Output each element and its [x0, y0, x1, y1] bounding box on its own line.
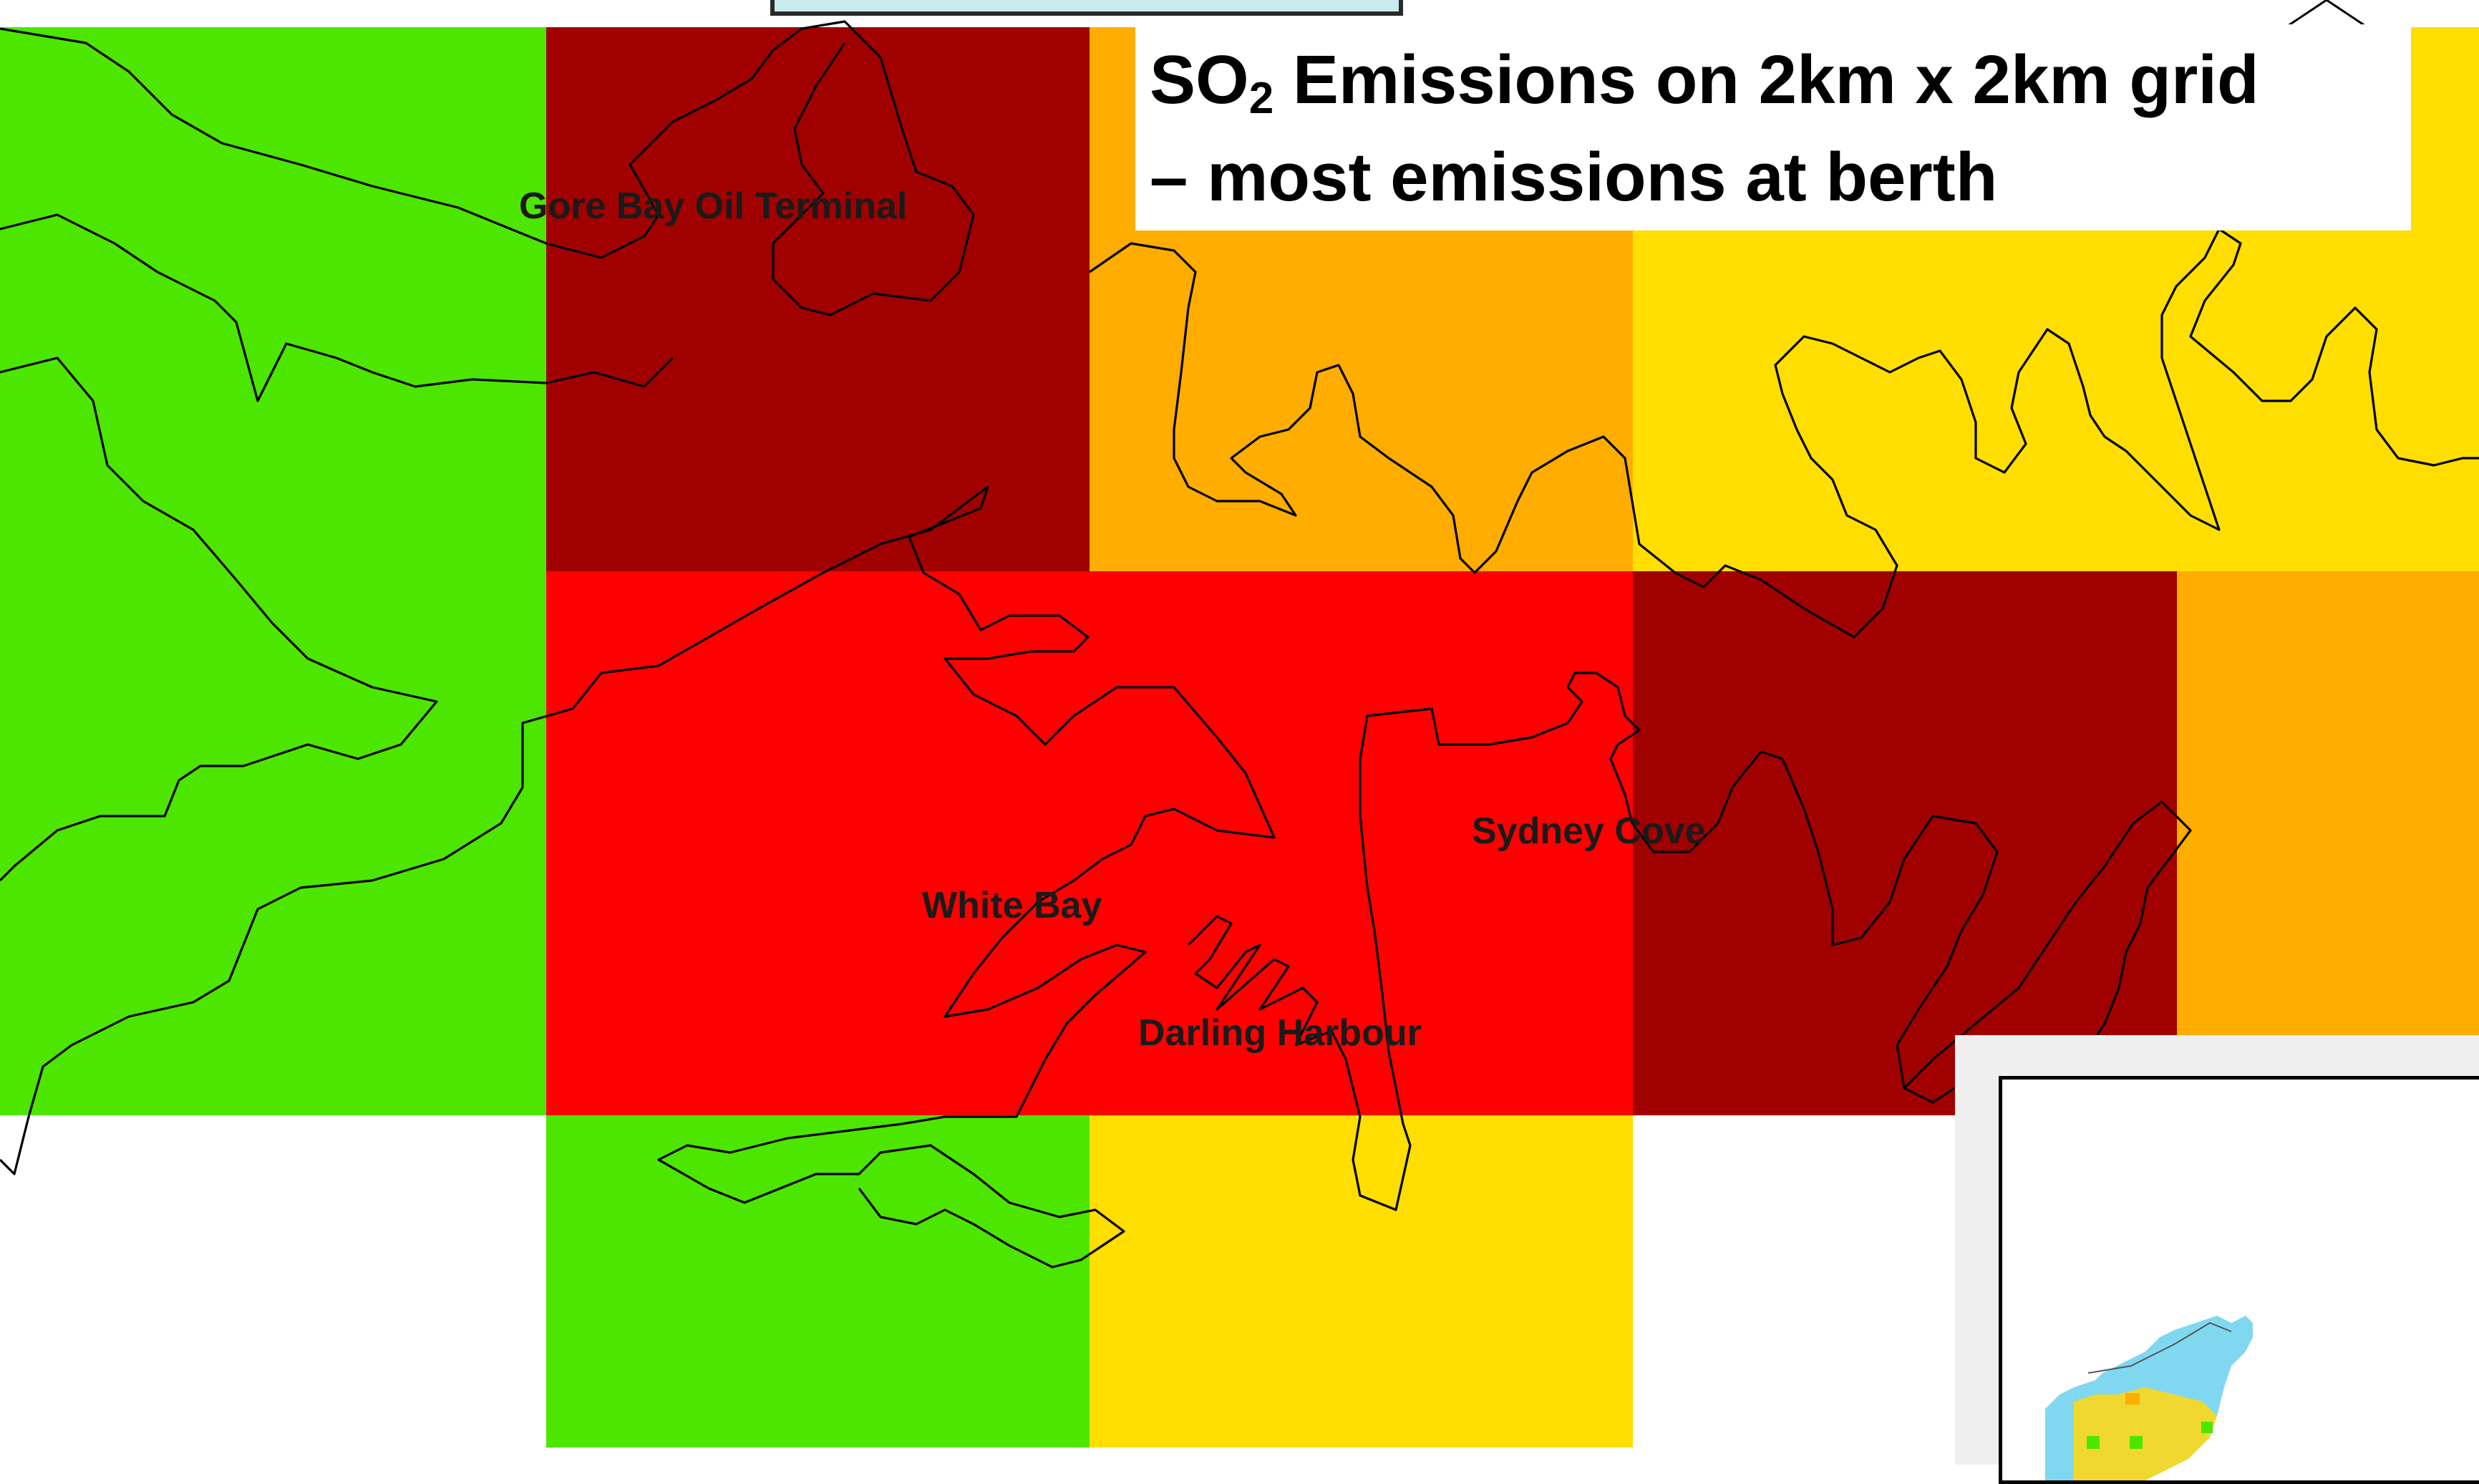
inset-map — [2045, 1316, 2253, 1480]
grid-cell-r2-c0 — [0, 1115, 546, 1447]
title-line-2: – most emissions at berth — [1150, 139, 1998, 215]
inset-yellow-region — [2074, 1387, 2217, 1480]
grid-cell-r2-c2 — [1090, 1115, 1633, 1447]
title-so: SO — [1150, 42, 1249, 118]
place-label-white-bay: White Bay — [922, 885, 1102, 926]
title-subscript: 2 — [1248, 74, 1274, 123]
inset-green-cell-2 — [2130, 1436, 2143, 1449]
inset-green-cell-3 — [2201, 1422, 2213, 1433]
grid-cell-r0-c0 — [0, 27, 546, 571]
grid-cell-r0-c1 — [546, 27, 1090, 571]
top-frame — [770, 0, 1403, 16]
coastline-west-shore — [0, 357, 438, 882]
grid-cell-r1-c1 — [546, 571, 1090, 1115]
place-label-sydney-cove: Sydney Cove — [1472, 810, 1706, 852]
coastline-east-headland — [1903, 800, 2192, 1097]
grid-cell-r1-c3 — [1633, 571, 2177, 1115]
grid-cell-r2-c1 — [546, 1115, 1090, 1447]
title-line-1: SO2 Emissions on 2km x 2km grid — [1150, 31, 2402, 129]
coastline-middle-harbour — [1089, 228, 2479, 639]
place-label-gore-bay: Gore Bay Oil Terminal — [519, 185, 907, 227]
inset-orange-cell — [2125, 1393, 2140, 1405]
corner-mark — [2284, 0, 2369, 29]
grid-cell-r1-c4 — [2177, 571, 2479, 1115]
grid-cell-r1-c2 — [1090, 571, 1633, 1115]
coastline-parramatta — [0, 485, 1276, 1269]
coastline-gore-cove — [0, 213, 674, 402]
place-label-darling-harbour: Darling Harbour — [1138, 1012, 1422, 1054]
inset-outline — [2087, 1321, 2232, 1374]
inset-map-frame — [1999, 1076, 2479, 1484]
grid-cell-r1-c0 — [0, 571, 546, 1115]
inset-green-cell-1 — [2087, 1436, 2100, 1449]
coastline-north-shore — [0, 20, 975, 316]
title-box — [1135, 24, 2411, 231]
coastline-group — [0, 20, 2479, 1269]
coastline-darling-harbour — [1187, 671, 1999, 1211]
map-title: SO2 Emissions on 2km x 2km grid – most e… — [1150, 31, 2402, 226]
title-line-1-rest: Emissions on 2km x 2km grid — [1274, 42, 2259, 118]
